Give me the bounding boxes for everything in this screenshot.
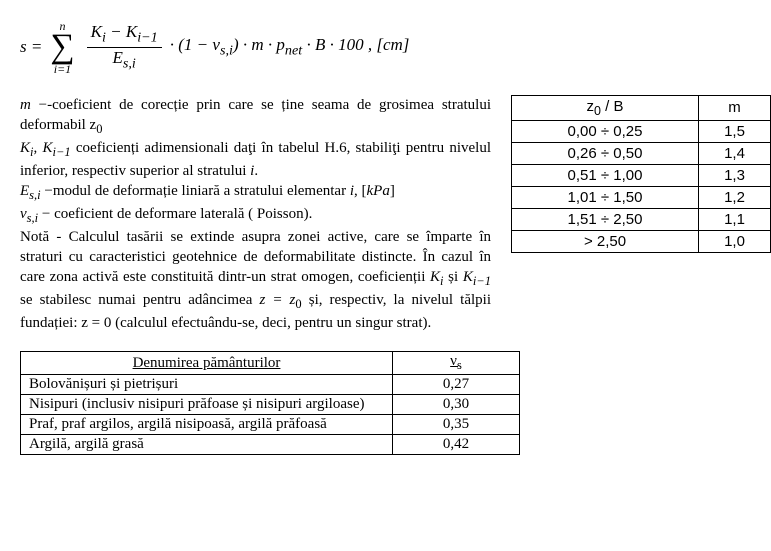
table-cell: 1,0 [699, 230, 771, 252]
soil-name-cell: Nisipuri (inclusiv nisipuri prăfoase și … [21, 395, 393, 415]
nu-value-cell: 0,35 [393, 415, 520, 435]
table-cell: 0,00 ÷ 0,25 [512, 120, 699, 142]
nu-value-cell: 0,42 [393, 435, 520, 455]
definition-k: Ki, Ki−1 coeficienți adimensionali daţi … [20, 138, 491, 181]
table-cell: 0,51 ÷ 1,00 [512, 164, 699, 186]
header-z0b: z0 / B [512, 95, 699, 120]
nu-value-cell: 0,30 [393, 395, 520, 415]
table-cell: 1,51 ÷ 2,50 [512, 208, 699, 230]
soil-name-cell: Praf, praf argilos, argilă nisipoasă, ar… [21, 415, 393, 435]
nu-value-cell: 0,27 [393, 375, 520, 395]
table-cell: 1,4 [699, 142, 771, 164]
main-content: m −-coeficient de corecție prin care se … [20, 95, 771, 334]
table-cell: 1,3 [699, 164, 771, 186]
table-cell: 1,01 ÷ 1,50 [512, 186, 699, 208]
table-row: Praf, praf argilos, argilă nisipoasă, ar… [21, 415, 520, 435]
poisson-table: Denumirea pământurilor νs Bolovănișuri ș… [20, 351, 520, 455]
table-row: 0,26 ÷ 0,501,4 [512, 142, 771, 164]
table-cell: 1,5 [699, 120, 771, 142]
header-m: m [699, 95, 771, 120]
header-soil-name: Denumirea pământurilor [21, 352, 393, 375]
soil-name-cell: Argilă, argilă grasă [21, 435, 393, 455]
fraction: Ki − Ki−1 Es,i [87, 23, 162, 72]
table-cell: 0,26 ÷ 0,50 [512, 142, 699, 164]
settlement-formula: s = n ∑ i=1 Ki − Ki−1 Es,i · (1 − νs,i) … [20, 20, 771, 75]
table1-body: 0,00 ÷ 0,251,50,26 ÷ 0,501,40,51 ÷ 1,001… [512, 120, 771, 252]
table-header-row: Denumirea pământurilor νs [21, 352, 520, 375]
formula-lhs: s = [20, 37, 42, 57]
table-row: Nisipuri (inclusiv nisipuri prăfoase și … [21, 395, 520, 415]
fraction-numerator: Ki − Ki−1 [87, 23, 162, 48]
table-cell: 1,2 [699, 186, 771, 208]
table-row: 0,51 ÷ 1,001,3 [512, 164, 771, 186]
table-row: Bolovănișuri și pietrișuri0,27 [21, 375, 520, 395]
summation-symbol: n ∑ i=1 [50, 20, 74, 75]
m-coefficient-table: z0 / B m 0,00 ÷ 0,251,50,26 ÷ 0,501,40,5… [511, 95, 771, 253]
table-cell: > 2,50 [512, 230, 699, 252]
definition-e: Es,i −modul de deformație liniară a stra… [20, 181, 491, 204]
table-row: 0,00 ÷ 0,251,5 [512, 120, 771, 142]
table2-body: Bolovănișuri și pietrișuri0,27Nisipuri (… [21, 375, 520, 455]
soil-name-cell: Bolovănișuri și pietrișuri [21, 375, 393, 395]
header-nu: νs [393, 352, 520, 375]
note-paragraph: Notă - Calculul tasării se extinde asupr… [20, 227, 491, 334]
table-cell: 1,1 [699, 208, 771, 230]
table-row: > 2,501,0 [512, 230, 771, 252]
table-row: 1,51 ÷ 2,501,1 [512, 208, 771, 230]
definition-m: m −-coeficient de corecție prin care se … [20, 95, 491, 138]
fraction-denominator: Es,i [112, 48, 135, 72]
table-row: Argilă, argilă grasă0,42 [21, 435, 520, 455]
table-row: 1,01 ÷ 1,501,2 [512, 186, 771, 208]
definitions-text: m −-coeficient de corecție prin care se … [20, 95, 491, 334]
formula-rest: · (1 − νs,i) · m · pnet · B · 100 , [cm] [170, 35, 410, 59]
definition-nu: νs,i − coeficient de deformare laterală … [20, 204, 491, 227]
table-header-row: z0 / B m [512, 95, 771, 120]
